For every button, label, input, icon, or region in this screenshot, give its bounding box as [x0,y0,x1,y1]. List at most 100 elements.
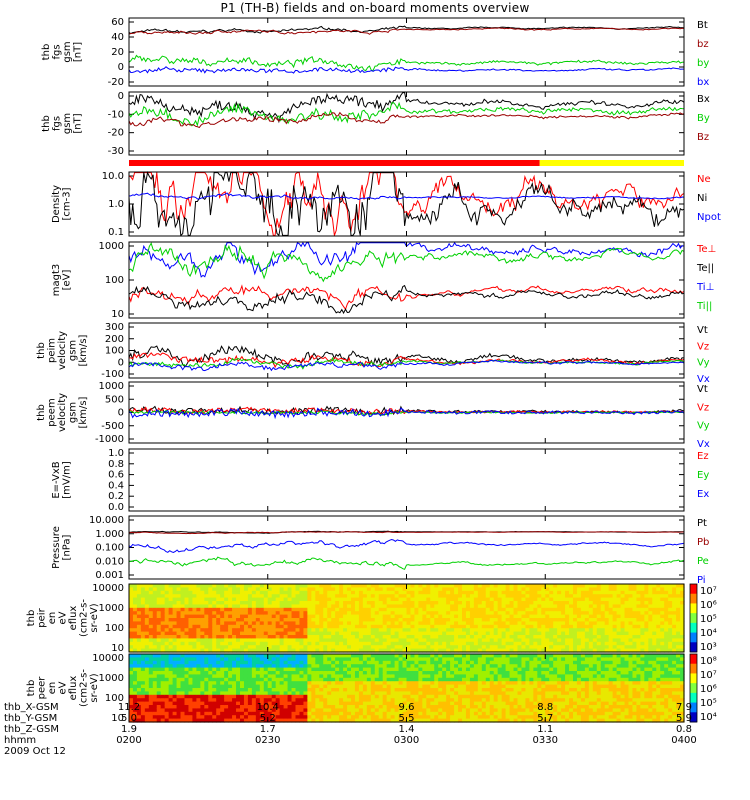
colorbar-tick-label: 10⁷ [700,586,717,597]
spectrogram-cell [473,654,479,658]
spectrogram-cell [335,648,340,653]
spectrogram-cell [283,635,289,639]
spectrogram-cell [573,641,578,646]
spectrogram-cell [236,628,241,633]
spectrogram-cell [323,607,328,612]
spectrogram-cell [140,711,146,716]
spectrogram-cell [624,628,630,633]
spectrogram-cell [636,614,641,619]
spectrogram-cell [283,628,289,633]
spectrogram-cell [370,691,376,696]
spectrogram-cell [569,594,574,599]
spectrogram-cell [275,654,281,658]
spectrogram-cell [220,674,225,679]
spectrogram-cell [354,641,360,646]
spectrogram-cell [200,705,205,709]
spectrogram-cell [228,584,233,588]
y-axis-label: en [47,682,58,695]
spectrogram-cell [442,587,447,592]
spectrogram-cell [132,715,138,720]
spectrogram-cell [335,618,340,622]
spectrogram-cell [220,645,225,650]
spectrogram-cell [140,590,146,595]
spectrogram-cell [521,614,527,619]
spectrogram-cell [144,688,150,692]
spectrogram-cell [196,618,201,622]
spectrogram-cell [386,607,392,612]
spectrogram-cell [378,688,384,692]
spectrogram-cell [608,635,614,639]
spectrogram-cell [573,590,578,595]
spectrogram-cell [232,705,237,709]
spectrogram-cell [612,614,618,619]
spectrogram-cell [418,618,423,622]
spectrogram-cell [339,671,344,675]
spectrogram-cell [347,677,352,682]
spectrogram-cell [351,614,356,619]
spectrogram-cell [283,701,289,706]
legend-entry: Bz [697,132,709,143]
spectrogram-cell [263,694,269,699]
spectrogram-cell [561,638,566,643]
spectrogram-cell [386,657,392,662]
spectrogram-cell [652,601,657,605]
spectrogram-cell [358,597,364,602]
spectrogram-cell [351,708,356,713]
spectrogram-cell [442,607,447,612]
spectrogram-cell [267,705,273,709]
spectrogram-cell [529,584,534,588]
spectrogram-cell [414,705,419,709]
spectrogram-cell [517,584,523,588]
spectrogram-cell [331,708,336,713]
spectrogram-cell [426,671,431,675]
spectrogram-cell [418,681,423,686]
spectrogram-cell [247,584,253,588]
spectrogram-cell [232,614,237,619]
spectrogram-cell [176,681,182,686]
spectrogram-cell [549,631,554,636]
spectrogram-cell [291,597,297,602]
spectrogram-cell [232,594,237,599]
spectrogram-cell [390,621,396,626]
spectrogram-cell [565,645,570,650]
spectrogram-cell [465,701,471,706]
spectrogram-cell [176,648,182,653]
spectrogram-cell [446,718,451,723]
spectrogram-cell [240,677,245,682]
spectrogram-cell [236,660,241,665]
spectrogram-cell [632,635,638,639]
spectrogram-cell [370,618,376,622]
spectrogram-cell [335,677,340,682]
spectrogram-cell [208,654,213,658]
spectrogram-cell [628,618,634,622]
spectrogram-cell [541,648,546,653]
spectrogram-cell [636,590,641,595]
spectrogram-cell [327,638,332,643]
spectrogram-cell [259,715,265,720]
spectrogram-cell [580,604,586,609]
spectrogram-cell [446,638,451,643]
spectrogram-cell [362,657,368,662]
spectrogram-cell [454,645,459,650]
spectrogram-cell [462,631,467,636]
spectrogram-cell [188,684,194,689]
spectrogram-cell [243,621,249,626]
spectrogram-cell [339,614,344,619]
spectrogram-cell [343,684,348,689]
spectrogram-cell [291,614,297,619]
spectrogram-cell [422,711,427,716]
spectrogram-cell [454,681,459,686]
spectrogram-cell [430,621,435,626]
spectrogram-cell [263,718,269,723]
spectrogram-cell [620,618,626,622]
spectrogram-cell [224,667,229,672]
spectrogram-cell [216,648,221,653]
spectrogram-cell [263,611,269,616]
spectrogram-cell [362,711,368,716]
spectrogram-cell [164,698,170,703]
legend-entry: by [697,58,709,69]
spectrogram-cell [303,618,308,622]
spectrogram-cell [156,681,162,686]
spectrogram-cell [271,654,277,658]
spectrogram-cell [477,711,483,716]
